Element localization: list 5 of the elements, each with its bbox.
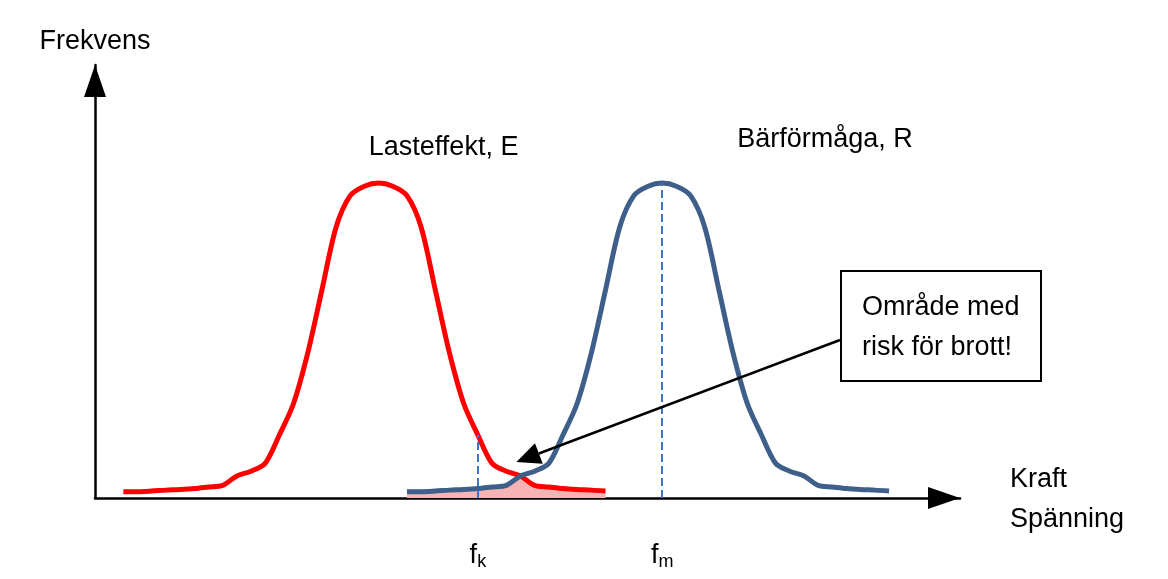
y-axis-title: Frekvens [39,24,151,55]
text: Bärförmåga, R [737,123,913,154]
callout-box: Område med risk för brott! [840,270,1042,382]
x-axis-title: Kraft Spänning [1010,463,1125,533]
series-label: Lasteffekt, E [368,131,519,162]
